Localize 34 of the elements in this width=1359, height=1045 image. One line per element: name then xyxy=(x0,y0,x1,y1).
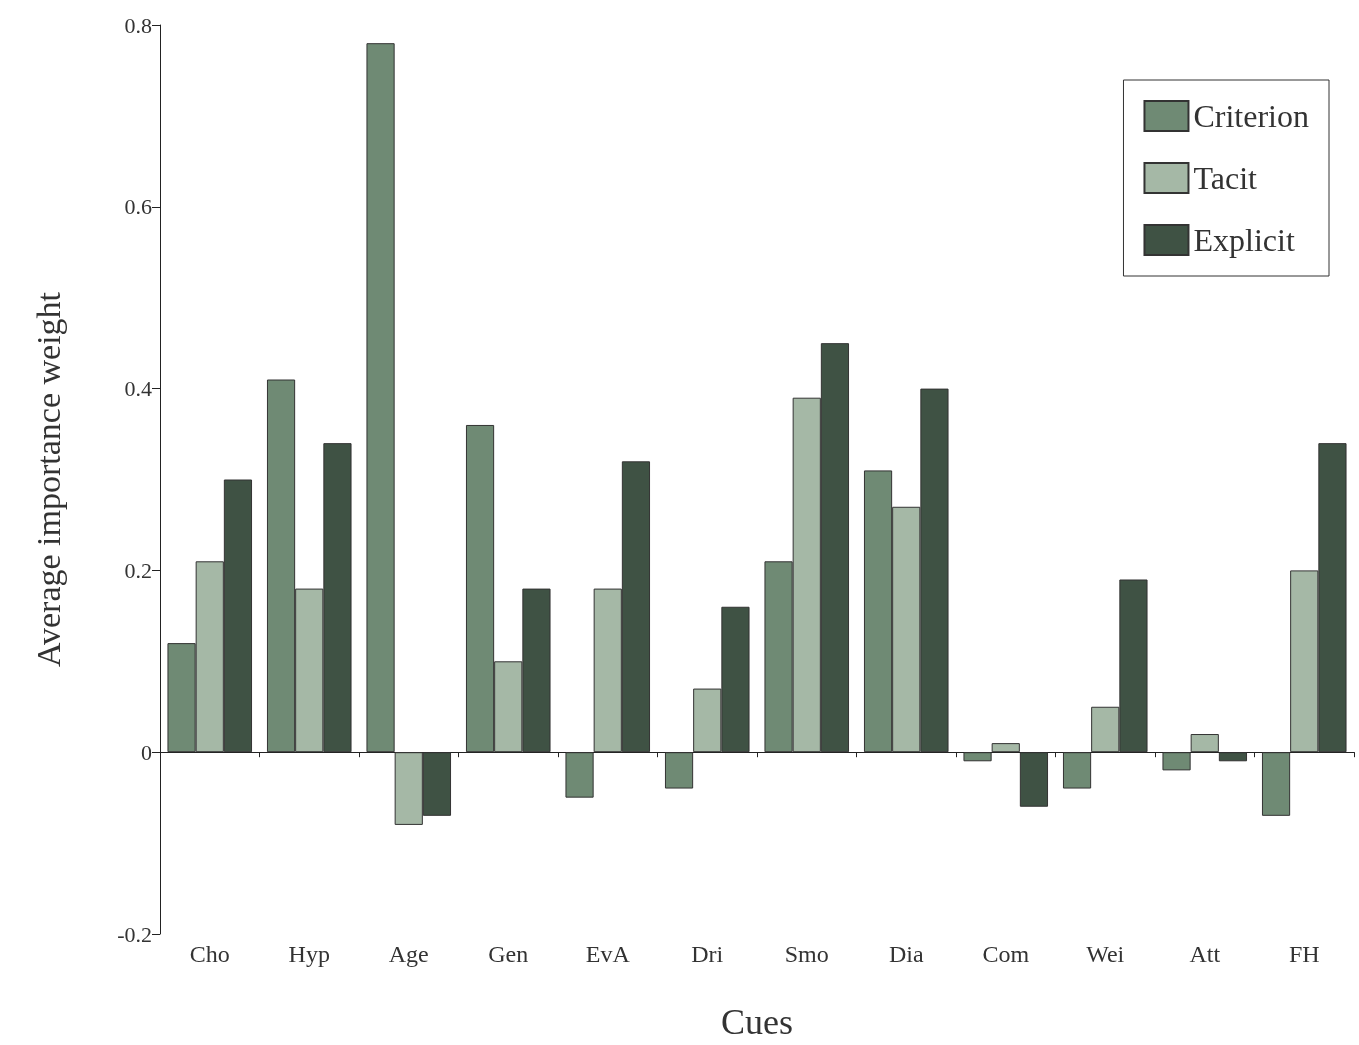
x-tick-label: Cho xyxy=(189,941,230,967)
y-tick-label: -0.2 xyxy=(117,921,152,947)
legend-label: Criterion xyxy=(1193,98,1309,134)
legend-label: Explicit xyxy=(1193,222,1295,258)
bar xyxy=(664,752,694,789)
bar xyxy=(565,752,594,798)
bar xyxy=(991,743,1020,753)
x-tick-label: Wei xyxy=(1086,941,1125,967)
bar xyxy=(1190,734,1219,753)
bar xyxy=(963,752,992,762)
bar xyxy=(1261,752,1291,816)
bar xyxy=(1062,752,1092,789)
bar xyxy=(1019,752,1049,807)
x-axis-title: Cues xyxy=(721,1002,793,1042)
bar xyxy=(1162,752,1191,771)
x-tick-label: EvA xyxy=(585,941,631,967)
y-tick-label: 0.6 xyxy=(124,194,152,220)
y-tick-label: 0 xyxy=(141,739,152,765)
y-tick-label: 0.2 xyxy=(124,557,152,583)
x-tick-label: Att xyxy=(1189,941,1221,967)
x-tick-label: Smo xyxy=(784,941,829,967)
y-axis-title: Average importance weight xyxy=(29,291,67,668)
y-tick-label: 0.4 xyxy=(124,376,152,402)
x-tick-label: Dri xyxy=(691,941,724,967)
x-tick-label: FH xyxy=(1288,941,1320,967)
x-tick-label: Age xyxy=(388,941,429,967)
x-tick-label: Com xyxy=(982,941,1030,967)
bar xyxy=(1218,752,1248,762)
bar xyxy=(366,43,395,753)
legend-label: Tacit xyxy=(1193,160,1258,196)
x-tick-label: Hyp xyxy=(288,941,330,967)
x-tick-label: Dia xyxy=(888,941,924,967)
y-tick-label: 0.8 xyxy=(124,12,152,38)
x-tick-label: Gen xyxy=(488,941,529,967)
